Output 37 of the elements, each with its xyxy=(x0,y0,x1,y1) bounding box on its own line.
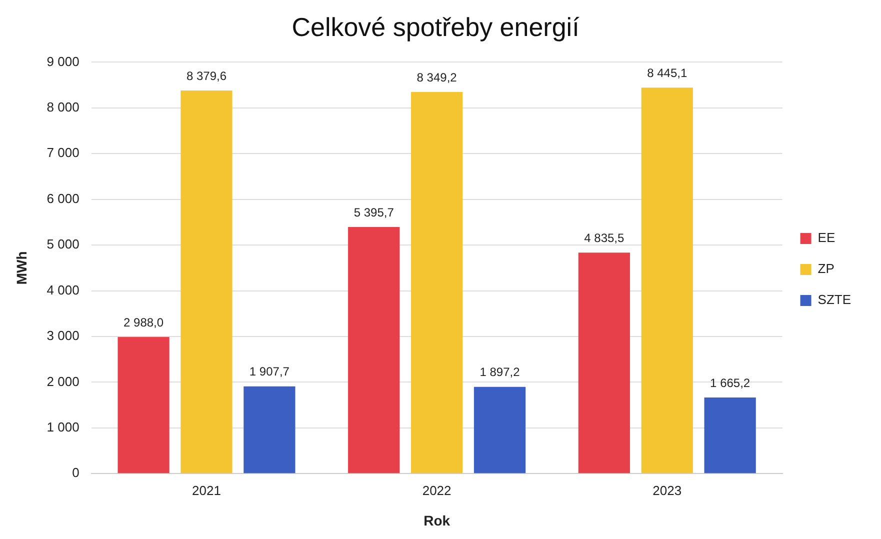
legend-label: EE xyxy=(818,230,836,246)
data-label: 8 379,6 xyxy=(186,68,227,83)
bar xyxy=(348,226,400,474)
bar xyxy=(474,386,526,474)
y-tick-label: 0 xyxy=(72,465,80,480)
y-tick-label: 1 000 xyxy=(46,419,80,434)
y-tick-label: 4 000 xyxy=(46,282,80,298)
x-tick-label: 2022 xyxy=(422,482,452,498)
bar xyxy=(180,90,232,474)
data-label: 1 907,7 xyxy=(249,364,290,379)
y-tick-label: 9 000 xyxy=(46,54,80,69)
data-label: 8 445,1 xyxy=(647,66,688,80)
bar xyxy=(641,88,693,474)
data-label: 1 665,2 xyxy=(710,376,750,390)
bar xyxy=(118,337,170,474)
y-tick-label: 8 000 xyxy=(46,99,80,114)
data-label: 2 988,0 xyxy=(124,315,164,330)
y-axis-title: MWh xyxy=(13,251,30,285)
bar xyxy=(578,252,630,474)
chart-title: Celkové spotřeby energií xyxy=(292,12,580,42)
x-tick-label: 2021 xyxy=(192,482,221,498)
y-tick-label: 6 000 xyxy=(46,190,80,206)
bar xyxy=(410,92,463,474)
y-tick-label: 2 000 xyxy=(46,374,80,389)
x-axis-title: Rok xyxy=(424,512,450,528)
y-tick-label: 5 000 xyxy=(46,236,80,252)
data-label: 5 395,7 xyxy=(354,205,394,220)
legend-label: ZP xyxy=(818,261,834,276)
bar xyxy=(704,397,756,474)
data-label: 1 897,2 xyxy=(480,365,520,380)
bar xyxy=(244,386,296,474)
legend-label: SZTE xyxy=(818,292,852,308)
data-label: 8 349,2 xyxy=(416,70,458,84)
y-tick-label: 7 000 xyxy=(46,145,80,160)
data-label: 4 835,5 xyxy=(584,230,625,245)
x-tick-label: 2023 xyxy=(652,482,682,498)
y-tick-label: 3 000 xyxy=(46,328,80,344)
